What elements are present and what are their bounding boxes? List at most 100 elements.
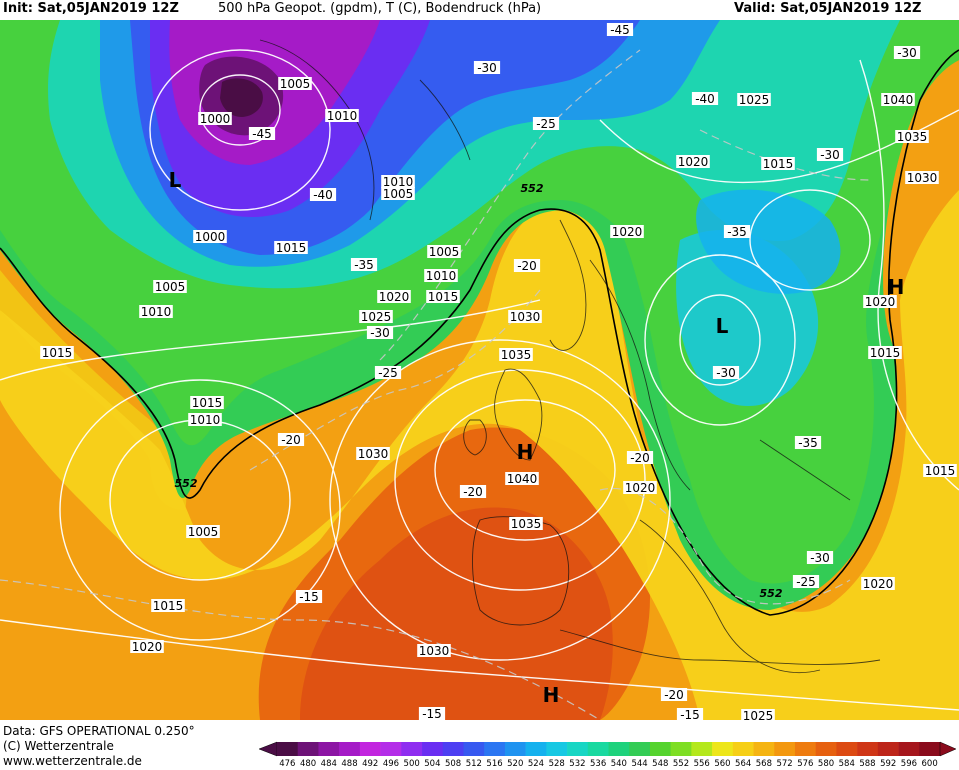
map-label: 1035: [895, 130, 929, 144]
map-label: 1020: [861, 577, 895, 591]
map-label: -30: [806, 551, 834, 565]
svg-text:-20: -20: [664, 688, 684, 702]
legend-value: 496: [383, 759, 399, 769]
legend-swatch: [339, 742, 361, 756]
map-header: Init: Sat,05JAN2019 12Z 500 hPa Geopot. …: [0, 0, 959, 20]
legend-swatch: [401, 742, 423, 756]
svg-text:-45: -45: [252, 127, 272, 141]
map-label: -40: [691, 92, 719, 106]
legend-arrow-left: [258, 741, 278, 757]
map-label: -25: [792, 575, 820, 589]
legend-value: 588: [859, 759, 875, 769]
legend-value: 560: [714, 759, 730, 769]
map-label: 1015: [426, 290, 460, 304]
map-label: -20: [513, 259, 541, 273]
legend-swatch: [815, 742, 837, 756]
map-label: 1015: [190, 396, 224, 410]
svg-text:1035: 1035: [501, 348, 532, 362]
svg-text:1000: 1000: [195, 230, 226, 244]
map-label: 1015: [923, 464, 957, 478]
svg-text:-35: -35: [354, 258, 374, 272]
contour-552-labels: 552 552 552: [175, 182, 783, 600]
legend-value: 508: [445, 759, 461, 769]
svg-text:1015: 1015: [870, 346, 901, 360]
svg-text:1000: 1000: [200, 112, 231, 126]
svg-text:1010: 1010: [327, 109, 358, 123]
legend-value: 524: [528, 759, 544, 769]
svg-text:1015: 1015: [925, 464, 956, 478]
svg-text:1005: 1005: [383, 187, 414, 201]
map-label: -20: [459, 485, 487, 499]
svg-text:-35: -35: [727, 225, 747, 239]
legend-swatch: [774, 742, 796, 756]
legend-value: 540: [611, 759, 627, 769]
map-label: -30: [473, 61, 501, 75]
legend-swatch: [629, 742, 651, 756]
data-source-text: Data: GFS OPERATIONAL 0.250°: [3, 724, 195, 738]
map-label: 1040: [505, 472, 539, 486]
map-label: -15: [418, 707, 446, 720]
legend-value: 516: [486, 759, 502, 769]
svg-text:-20: -20: [463, 485, 483, 499]
svg-text:1005: 1005: [429, 245, 460, 259]
map-label: -30: [712, 366, 740, 380]
svg-text:-25: -25: [796, 575, 816, 589]
map-label: 1015: [868, 346, 902, 360]
map-label: -20: [626, 451, 654, 465]
svg-text:1025: 1025: [739, 93, 770, 107]
map-label: 1020: [610, 225, 644, 239]
legend-value: 492: [362, 759, 378, 769]
svg-text:1005: 1005: [280, 77, 311, 91]
svg-text:-30: -30: [477, 61, 497, 75]
map-label: 1015: [40, 346, 74, 360]
map-label: 1005: [381, 187, 415, 201]
svg-text:1030: 1030: [510, 310, 541, 324]
map-label: 1035: [509, 517, 543, 531]
contour-552-label: 552: [760, 587, 783, 600]
map-label: -20: [660, 688, 688, 702]
legend-value: 532: [569, 759, 585, 769]
map-label: 1020: [676, 155, 710, 169]
svg-text:-30: -30: [820, 148, 840, 162]
legend-value: 512: [466, 759, 482, 769]
svg-text:-25: -25: [378, 366, 398, 380]
legend-swatch: [898, 742, 920, 756]
legend-swatch: [504, 742, 526, 756]
svg-text:-30: -30: [810, 551, 830, 565]
legend-value: 572: [776, 759, 792, 769]
legend-value: 576: [797, 759, 813, 769]
field-blue-east: [696, 189, 841, 294]
map-label: 1020: [377, 290, 411, 304]
legend-swatch: [484, 742, 506, 756]
field-hot-core: [300, 507, 613, 720]
map-footer: Data: GFS OPERATIONAL 0.250° (C) Wetterz…: [0, 720, 959, 770]
legend-value: 564: [735, 759, 751, 769]
svg-text:-40: -40: [313, 188, 333, 202]
svg-text:1010: 1010: [383, 175, 414, 189]
map-title: 500 hPa Geopot. (gpdm), T (C), Bodendruc…: [218, 1, 542, 16]
map-label: -45: [606, 23, 634, 37]
low-pressure-marker: L: [169, 168, 182, 192]
legend-swatch: [567, 742, 589, 756]
svg-text:1010: 1010: [141, 305, 172, 319]
legend-swatch: [525, 742, 547, 756]
coastlines: [259, 39, 881, 673]
legend-swatch: [546, 742, 568, 756]
legend-value: 592: [880, 759, 896, 769]
legend-value: 556: [694, 759, 710, 769]
svg-text:1025: 1025: [743, 709, 774, 720]
map-label: 1025: [741, 709, 775, 720]
svg-text:1020: 1020: [865, 295, 896, 309]
map-label: 1030: [356, 447, 390, 461]
isobar-labels: 1005 1000 -45 1010 -30 -45 -40 1025 -30 1040 1035 -…: [40, 23, 957, 720]
legend-value: 584: [839, 759, 855, 769]
map-label: -35: [723, 225, 751, 239]
svg-text:1005: 1005: [188, 525, 219, 539]
map-label: -15: [676, 708, 704, 720]
valid-time: Valid: Sat,05JAN2019 12Z: [734, 1, 922, 16]
legend-value: 504: [424, 759, 440, 769]
map-label: 1010: [139, 305, 173, 319]
legend-swatch: [649, 742, 671, 756]
legend-arrow-right: [939, 741, 957, 757]
legend-swatch: [732, 742, 754, 756]
